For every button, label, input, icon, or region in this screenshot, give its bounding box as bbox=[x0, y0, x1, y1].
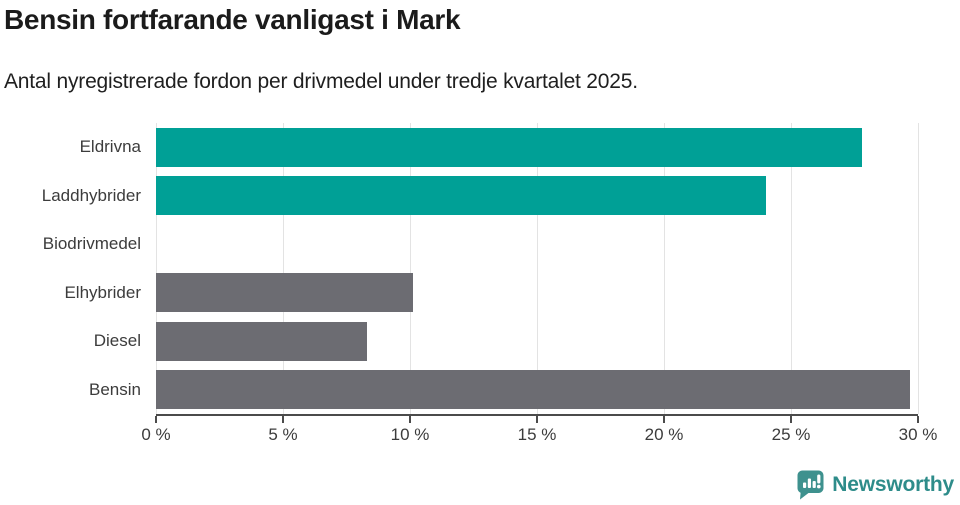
bar-diesel bbox=[156, 321, 367, 361]
axis-tick-label: 30 % bbox=[898, 425, 938, 444]
bar-elhybrider bbox=[156, 273, 413, 313]
axis-tick-label: 15 % bbox=[517, 425, 557, 444]
chart-subtitle: Antal nyregistrerade fordon per drivmede… bbox=[4, 70, 638, 93]
axis-tick-label: 0 % bbox=[141, 425, 171, 444]
category-label: Diesel bbox=[93, 331, 141, 351]
newsworthy-wordmark: Newsworthy bbox=[832, 473, 954, 496]
category-label: Elhybrider bbox=[64, 282, 141, 302]
axis-tick bbox=[409, 416, 411, 423]
bar-chart: Eldrivna Laddhybrider Biodrivmedel Elhybrid… bbox=[0, 123, 960, 453]
bar-bensin bbox=[156, 370, 911, 410]
axis-tick bbox=[917, 416, 919, 423]
category-label: Laddhybrider bbox=[41, 185, 141, 205]
gridline bbox=[409, 123, 411, 414]
axis-tick-label: 20 % bbox=[644, 425, 684, 444]
axis-tick-label: 10 % bbox=[390, 425, 430, 444]
gridline bbox=[155, 123, 157, 414]
gridline bbox=[536, 123, 538, 414]
gridline bbox=[790, 123, 792, 414]
axis-tick-label: 5 % bbox=[268, 425, 298, 444]
axis-tick bbox=[536, 416, 538, 423]
gridline bbox=[917, 123, 919, 414]
category-label: Biodrivmedel bbox=[42, 234, 141, 254]
gridline bbox=[282, 123, 284, 414]
newsworthy-logo: Newsworthy bbox=[797, 470, 954, 500]
category-labels: Eldrivna Laddhybrider Biodrivmedel Elhybrid… bbox=[0, 123, 141, 414]
axis-tick bbox=[790, 416, 792, 423]
bar-eldrivna bbox=[156, 127, 863, 167]
category-label: Bensin bbox=[89, 379, 141, 399]
gridline bbox=[663, 123, 665, 414]
bar-laddhybrider bbox=[156, 176, 766, 216]
axis-tick bbox=[663, 416, 665, 423]
axis-tick bbox=[282, 416, 284, 423]
chart-title: Bensin fortfarande vanligast i Mark bbox=[4, 4, 461, 35]
newsworthy-bubble-icon bbox=[797, 470, 824, 500]
axis-tick-label: 25 % bbox=[771, 425, 811, 444]
plot-area bbox=[155, 123, 919, 416]
axis-tick bbox=[155, 416, 157, 423]
category-label: Eldrivna bbox=[79, 137, 141, 157]
